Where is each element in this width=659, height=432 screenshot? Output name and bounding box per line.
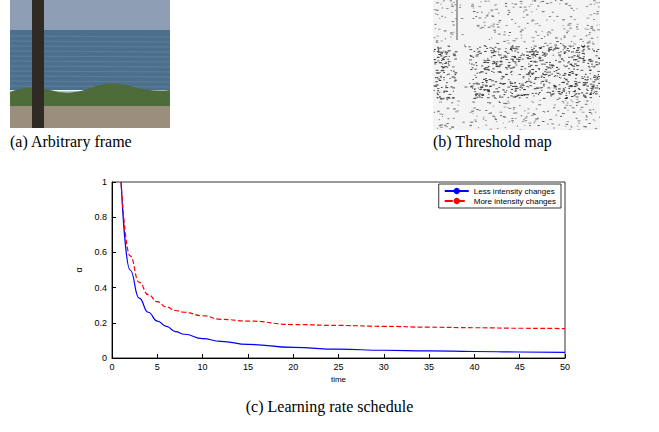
svg-text:25: 25: [333, 362, 343, 372]
svg-text:40: 40: [469, 362, 479, 372]
svg-text:0.4: 0.4: [94, 283, 107, 293]
svg-text:More intensity changes: More intensity changes: [474, 197, 556, 206]
svg-text:45: 45: [515, 362, 525, 372]
svg-text:(c) Learning rate schedule: (c) Learning rate schedule: [246, 398, 413, 416]
svg-text:20: 20: [288, 362, 298, 372]
svg-text:α: α: [74, 267, 84, 272]
svg-text:0.2: 0.2: [94, 318, 107, 328]
svg-text:0: 0: [109, 362, 114, 372]
svg-text:5: 5: [155, 362, 160, 372]
svg-text:0: 0: [102, 353, 107, 363]
svg-text:15: 15: [243, 362, 253, 372]
html-text:(a) Arbitrary frame: (a) Arbitrary frame: [10, 133, 132, 150]
svg-text:0.6: 0.6: [94, 247, 107, 257]
svg-text:50: 50: [560, 362, 570, 372]
svg-text:0.8: 0.8: [94, 212, 107, 222]
svg-text:10: 10: [198, 362, 208, 372]
html-text:(b) Threshold map: (b) Threshold map: [433, 133, 552, 150]
svg-text:1: 1: [102, 177, 107, 187]
svg-text:time: time: [331, 375, 347, 384]
svg-text:35: 35: [424, 362, 434, 372]
svg-text:Less intensity changes: Less intensity changes: [474, 187, 555, 196]
svg-text:30: 30: [379, 362, 389, 372]
